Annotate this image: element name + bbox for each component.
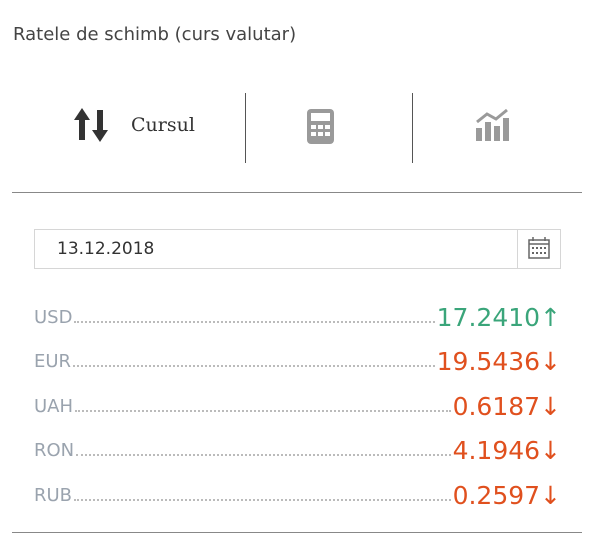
date-input[interactable]: 13.12.2018 (34, 229, 561, 269)
dot-leader (74, 320, 435, 323)
currency-code: USD (34, 306, 73, 328)
trend-arrow: ↓ (540, 436, 561, 465)
dot-leader (73, 365, 435, 367)
tab-bar: Cursul (12, 90, 582, 164)
trend-arrow: ↓ (540, 347, 561, 376)
date-value: 13.12.2018 (57, 239, 155, 259)
separator (12, 532, 582, 533)
rate-value: 17.2410 (436, 302, 541, 332)
widget-title: Ratele de schimb (curs valutar) (13, 24, 297, 45)
currency-code: RUB (34, 484, 73, 506)
dot-leader (75, 409, 451, 412)
rate-row: UAH 0.6187 ↓ (34, 376, 561, 421)
currency-code: RON (34, 440, 75, 461)
trend-arrow: ↓ (540, 480, 561, 510)
rate-value: 19.5436 (436, 347, 541, 376)
currency-code: EUR (34, 351, 72, 372)
trend-arrow: ↑ (540, 302, 561, 332)
rate-row: USD 17.2410 ↑ (34, 287, 561, 332)
rate-row: EUR 19.5436 ↓ (34, 332, 561, 376)
dot-leader (76, 454, 451, 456)
rate-value: 4.1946 (452, 436, 541, 465)
chart-tab[interactable] (474, 106, 512, 142)
separator (12, 192, 582, 193)
rate-row: RUB 0.2597 ↓ (34, 465, 561, 510)
calendar-icon (528, 237, 550, 259)
dot-leader (74, 498, 451, 501)
rate-tab-icon[interactable] (72, 106, 112, 144)
tab-divider (245, 93, 246, 163)
tab-divider (412, 93, 413, 163)
rate-value: 0.6187 (452, 391, 541, 421)
calendar-button[interactable] (517, 230, 560, 268)
trend-arrow: ↓ (540, 391, 561, 421)
rate-value: 0.2597 (452, 480, 541, 510)
currency-code: UAH (34, 395, 74, 417)
calculator-tab[interactable] (306, 108, 336, 146)
rate-row: RON 4.1946 ↓ (34, 421, 561, 465)
rate-tab[interactable]: Cursul (131, 114, 195, 136)
rate-list: USD 17.2410 ↑ EUR 19.5436 ↓ UAH 0.6187 ↓ RON 4.194… (34, 287, 561, 510)
